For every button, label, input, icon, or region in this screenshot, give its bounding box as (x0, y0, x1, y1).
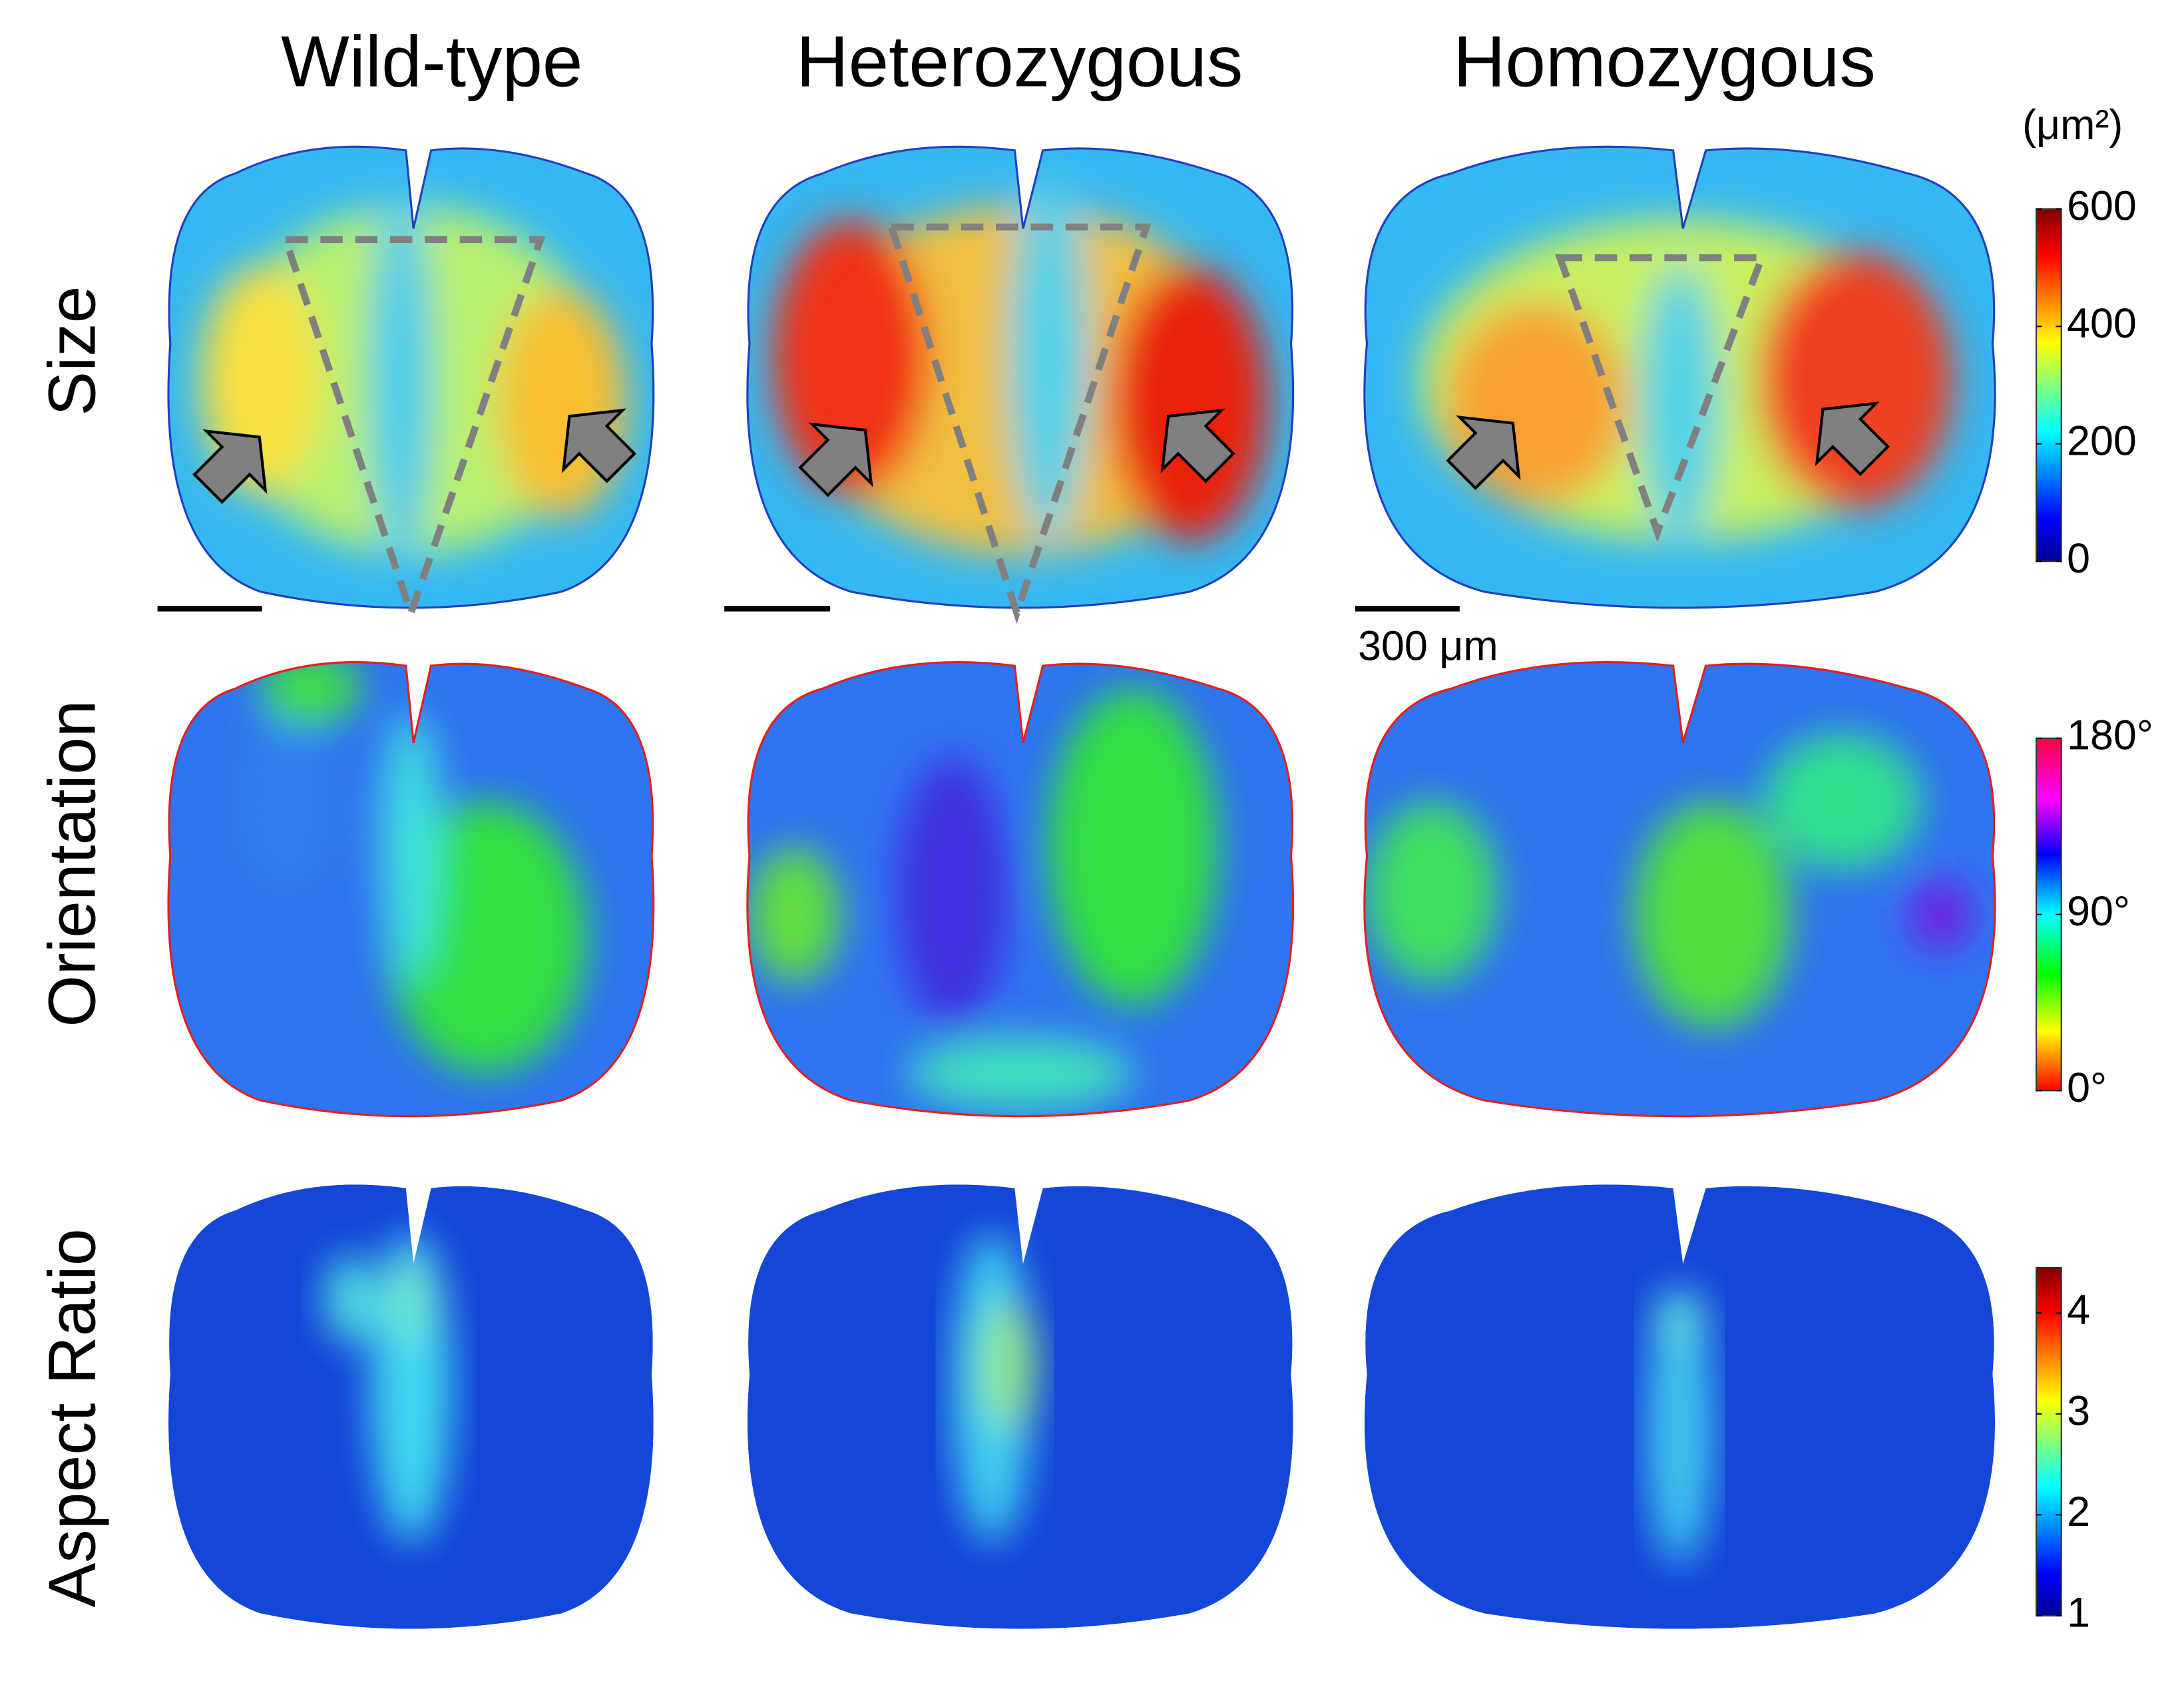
heatmap-outline (1363, 145, 1996, 609)
heatmap (747, 662, 1293, 1116)
dashed-triangle (280, 236, 546, 624)
dashed-triangle (887, 223, 1152, 624)
heatmap-spot (1640, 265, 1719, 541)
colorbar-tick-label: 4 (2067, 1287, 2090, 1333)
heatmap-spots (1419, 219, 1954, 541)
colorbar (2036, 1266, 2062, 1617)
heatmap (747, 1184, 1293, 1629)
heatmap-spot (385, 1254, 437, 1343)
heatmap-spot (381, 711, 441, 983)
colorbar-tick-label: 0 (2067, 535, 2090, 582)
heatmap-spot (896, 756, 1009, 1029)
heatmap-spots (1367, 734, 1974, 1029)
heatmap-spot (750, 847, 840, 983)
heatmap-spot (1367, 802, 1498, 983)
heatmap-spot (1048, 688, 1218, 1006)
heatmap-spot (1634, 802, 1791, 1029)
heatmap (1364, 146, 1996, 608)
heatmap (168, 1184, 654, 1629)
heatmap-spots (750, 688, 1218, 1110)
heatmap-spot (371, 196, 431, 565)
heatmap-spot (1647, 1299, 1713, 1565)
heatmap-spot (981, 1299, 1038, 1432)
row-label: Size (35, 286, 109, 416)
heatmap (168, 146, 654, 608)
heatmap-spots (326, 1232, 451, 1543)
column-title: Homozygous (1453, 22, 1876, 103)
arrow (1815, 401, 1890, 477)
heatmap-spot (771, 219, 931, 495)
heatmap-spot (1908, 878, 1974, 951)
dashed-triangle (1555, 254, 1767, 543)
heatmap (747, 146, 1293, 608)
colorbar-tick-label: 200 (2067, 417, 2137, 464)
row-label: Aspect Ratio (35, 1228, 109, 1607)
column-title: Wild-type (281, 22, 582, 103)
colorbar (2036, 208, 2062, 563)
colorbar-unit: (μm²) (2022, 102, 2123, 148)
arrow (192, 429, 268, 505)
heatmap (1364, 1184, 1996, 1629)
arrow (798, 422, 873, 497)
heatmap-spot (907, 1037, 1134, 1110)
heatmap (1364, 662, 1996, 1116)
arrow (561, 408, 637, 483)
heatmap-spots (771, 173, 1269, 555)
heatmap (168, 662, 654, 1116)
colorbar-tick-label: 0° (2067, 1065, 2107, 1111)
heatmap-spot (235, 711, 336, 893)
colorbar-tick-label: 2 (2067, 1489, 2090, 1535)
heatmap-spot (326, 1254, 376, 1343)
heatmap-outline (1363, 661, 1996, 1118)
heatmap-spots (1647, 1290, 1713, 1565)
heatmap-outline (167, 661, 655, 1118)
arrow (1446, 415, 1521, 491)
heatmap-outline (746, 145, 1295, 609)
column-title: Heterozygous (796, 22, 1243, 103)
colorbar-tick-label: 1 (2067, 1590, 2090, 1636)
colorbar-tick-label: 90° (2067, 888, 2130, 935)
heatmap-spots (953, 1232, 1038, 1543)
heatmap-spots (235, 662, 587, 1074)
heatmap-spot (1757, 251, 1954, 509)
heatmap-spot (1653, 1290, 1706, 1352)
colorbar-tick-label: 400 (2067, 300, 2137, 347)
heatmap-outline (167, 145, 655, 609)
colorbar-tick-label: 3 (2067, 1387, 2090, 1434)
colorbar-tick-label: 180° (2067, 712, 2153, 758)
heatmap-spot (1764, 734, 1921, 870)
arrow (1160, 408, 1235, 483)
heatmap-spot (1110, 265, 1269, 541)
colorbar-tick-label: 600 (2067, 182, 2137, 229)
heatmap-spot (496, 288, 627, 519)
heatmap-spots (200, 196, 627, 565)
row-label: Orientation (35, 700, 109, 1027)
scale-bar-label: 300 μm (1358, 623, 1498, 670)
heatmap-outline (746, 661, 1295, 1118)
